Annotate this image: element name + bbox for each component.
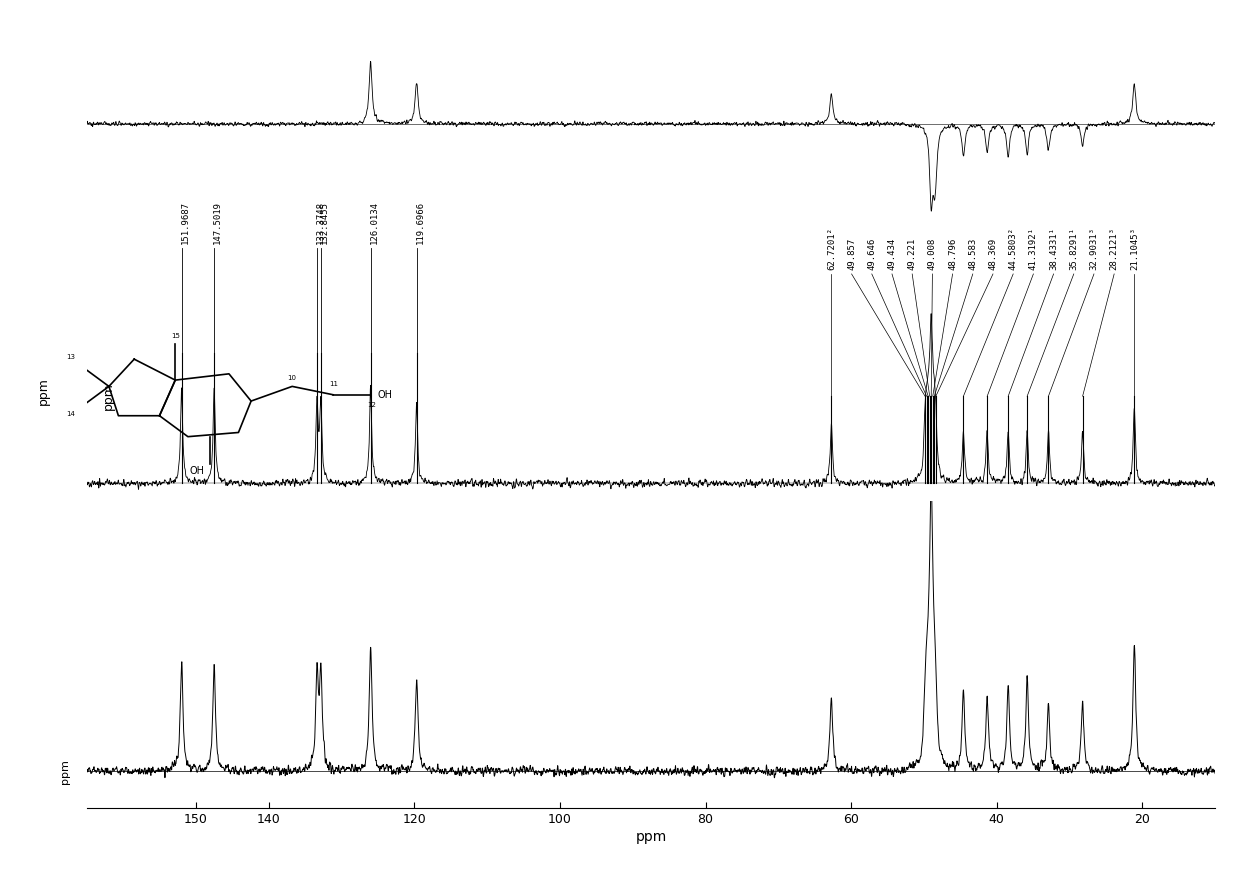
Text: ppm: ppm [102, 382, 115, 410]
Text: 62.7201²: 62.7201² [827, 228, 836, 270]
Text: 28.2121³: 28.2121³ [1110, 228, 1118, 270]
Text: 35.8291¹: 35.8291¹ [1069, 228, 1079, 270]
Text: 49.008: 49.008 [928, 238, 937, 270]
Text: 49.857: 49.857 [847, 238, 856, 270]
Text: ppm: ppm [37, 377, 50, 405]
Text: 119.6966: 119.6966 [415, 202, 425, 244]
Text: 147.5019: 147.5019 [213, 202, 222, 244]
Text: 132.8455: 132.8455 [320, 202, 329, 244]
Text: 48.796: 48.796 [949, 238, 957, 270]
Text: 49.646: 49.646 [867, 238, 877, 270]
Text: 32.9031³: 32.9031³ [1090, 228, 1099, 270]
Text: 151.9687: 151.9687 [181, 202, 190, 244]
X-axis label: ppm: ppm [635, 830, 667, 844]
Text: 126.0134: 126.0134 [370, 202, 378, 244]
Text: 41.3192¹: 41.3192¹ [1029, 228, 1038, 270]
Text: 49.434: 49.434 [888, 238, 897, 270]
Text: 48.583: 48.583 [968, 238, 977, 270]
Text: 48.369: 48.369 [988, 238, 997, 270]
Text: 133.3748: 133.3748 [316, 202, 325, 244]
Text: ppm: ppm [60, 759, 69, 784]
Text: 49.221: 49.221 [908, 238, 916, 270]
Text: 21.1045³: 21.1045³ [1130, 228, 1138, 270]
Text: 38.4331¹: 38.4331¹ [1049, 228, 1058, 270]
Text: 44.5803²: 44.5803² [1008, 228, 1018, 270]
